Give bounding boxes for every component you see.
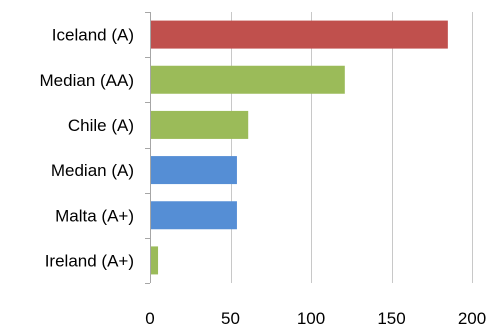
bar <box>150 156 237 185</box>
bar <box>150 65 345 94</box>
category-label: Median (AA) <box>40 71 134 90</box>
category-label: Ireland (A+) <box>45 251 134 270</box>
x-tick-label: 50 <box>221 309 240 328</box>
x-tick-labels: 0 50 100 150 200 <box>145 309 486 328</box>
category-label: Malta (A+) <box>55 206 134 225</box>
gridlines <box>145 12 473 284</box>
category-label: Chile (A) <box>68 116 134 135</box>
category-labels: Iceland (A) Median (AA) Chile (A) Median (A… <box>40 26 134 271</box>
category-label: Iceland (A) <box>52 26 134 45</box>
bar <box>150 201 237 230</box>
bars <box>150 20 448 275</box>
x-tick-label: 150 <box>377 309 405 328</box>
x-tick-label: 0 <box>145 309 154 328</box>
bar <box>150 246 159 275</box>
category-label: Median (A) <box>51 161 134 180</box>
bar <box>150 110 249 139</box>
bar <box>150 20 448 49</box>
x-tick-label: 100 <box>297 309 325 328</box>
x-tick-label: 200 <box>458 309 486 328</box>
